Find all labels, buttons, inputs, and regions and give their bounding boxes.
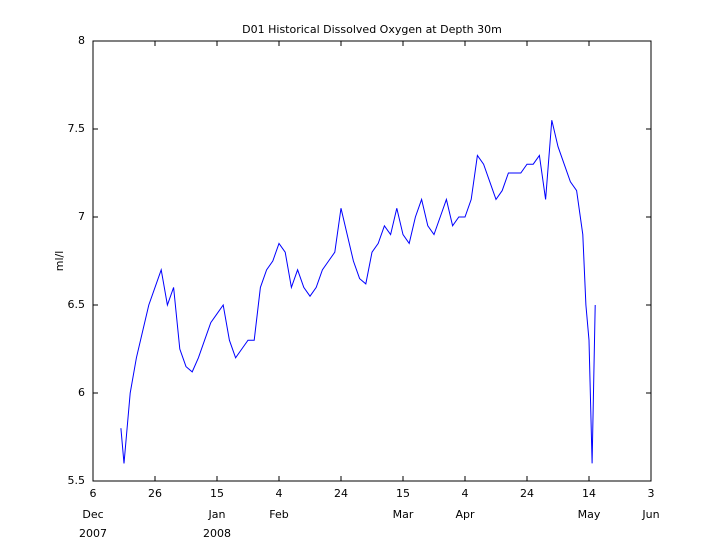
y-tick-label: 5.5 bbox=[68, 474, 86, 487]
y-axis-label: ml/l bbox=[53, 251, 66, 272]
x-month-label: Feb bbox=[269, 508, 288, 521]
y-tick-label: 7 bbox=[78, 210, 85, 223]
x-tick-label: 15 bbox=[396, 487, 410, 500]
y-tick-label: 7.5 bbox=[68, 122, 86, 135]
x-tick-label: 24 bbox=[334, 487, 348, 500]
chart-title: D01 Historical Dissolved Oxygen at Depth… bbox=[242, 23, 502, 36]
x-month-label: Dec bbox=[82, 508, 103, 521]
x-tick-label: 3 bbox=[648, 487, 655, 500]
x-year-label: 2007 bbox=[79, 527, 107, 540]
x-year-label: 2008 bbox=[203, 527, 231, 540]
x-tick-label: 14 bbox=[582, 487, 596, 500]
y-tick-label: 8 bbox=[78, 34, 85, 47]
y-tick-label: 6 bbox=[78, 386, 85, 399]
x-tick-label: 24 bbox=[520, 487, 534, 500]
x-month-label: May bbox=[578, 508, 601, 521]
x-month-label: Jan bbox=[208, 508, 226, 521]
x-tick-label: 4 bbox=[462, 487, 469, 500]
x-tick-label: 26 bbox=[148, 487, 162, 500]
x-month-label: Mar bbox=[393, 508, 414, 521]
x-month-label: Apr bbox=[455, 508, 475, 521]
y-tick-label: 6.5 bbox=[68, 298, 86, 311]
plot-area bbox=[92, 40, 652, 482]
x-tick-label: 15 bbox=[210, 487, 224, 500]
x-month-label: Jun bbox=[641, 508, 659, 521]
x-tick-label: 6 bbox=[90, 487, 97, 500]
data-line bbox=[120, 120, 596, 464]
x-tick-label: 4 bbox=[276, 487, 283, 500]
